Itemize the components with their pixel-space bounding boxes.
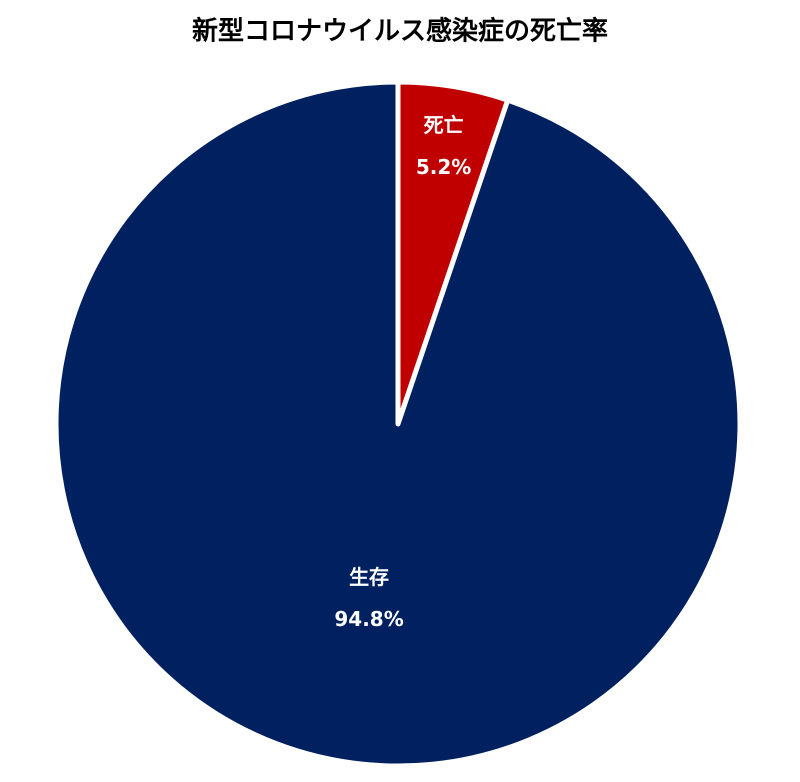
chart-title: 新型コロナウイルス感染症の死亡率	[192, 16, 608, 47]
slice-category-label: 死亡	[424, 113, 464, 137]
slice-category-label: 生存	[349, 565, 389, 589]
pie-slice	[53, 79, 743, 769]
slice-value-label: 5.2%	[416, 155, 471, 179]
slice-value-label: 94.8%	[334, 607, 403, 631]
